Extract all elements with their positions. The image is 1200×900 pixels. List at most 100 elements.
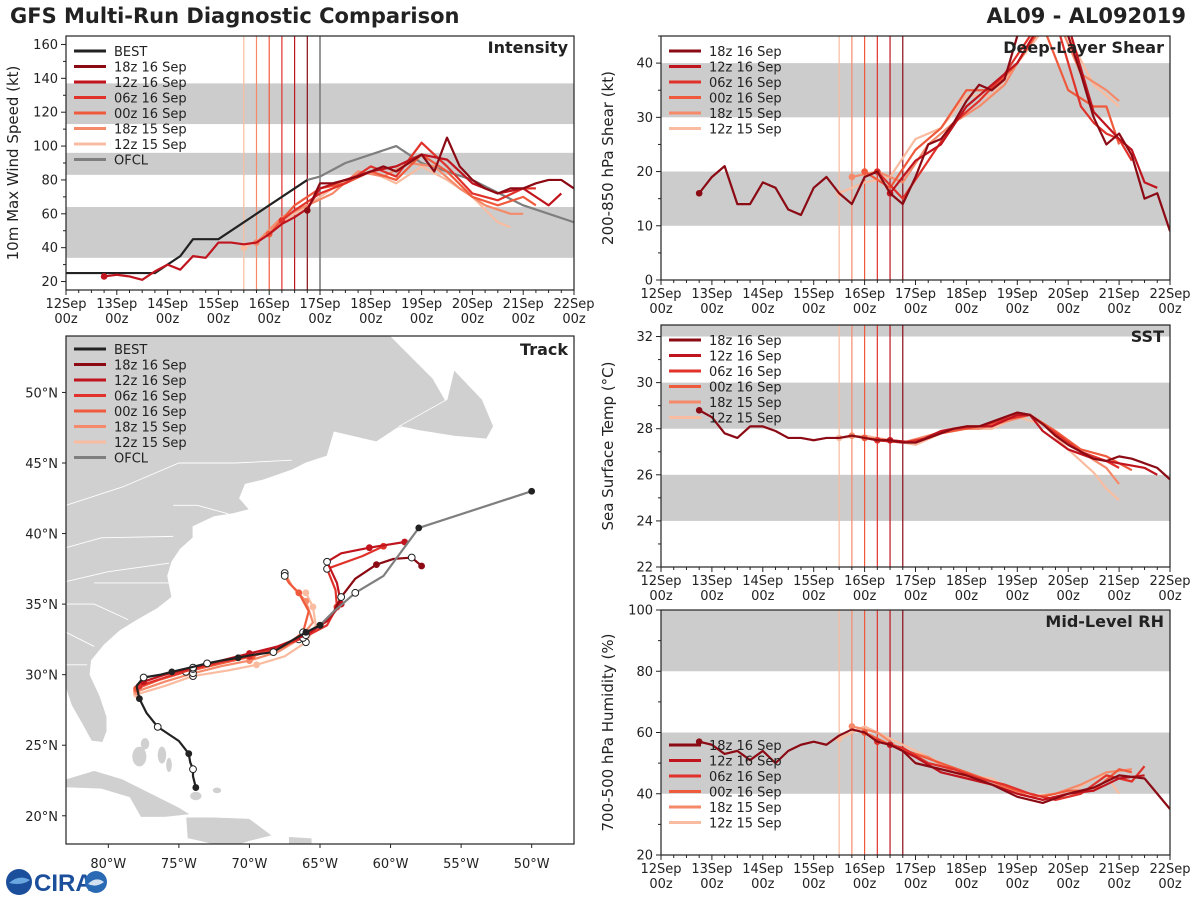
sst-legend-label: 18z 15 Sep — [709, 396, 782, 411]
rh-ytick-label: 60 — [636, 726, 653, 741]
sst-xtick-label: 00z — [700, 589, 724, 604]
cuba-land — [66, 770, 192, 818]
rh-xtick-label: 19Sep — [997, 862, 1038, 877]
rh-xtick-label: 12Sep — [640, 862, 681, 877]
shear-legend-label: 18z 15 Sep — [709, 107, 782, 122]
rh-xtick-label: 14Sep — [742, 862, 783, 877]
state-border — [66, 459, 292, 506]
rh-xtick-label: 00z — [1107, 877, 1131, 892]
intensity-xtick-label: 00z — [308, 312, 332, 327]
intensity-init-marker — [240, 244, 248, 251]
intensity-xtick-label: 00z — [54, 312, 78, 327]
intensity-xtick-label: 00z — [156, 312, 180, 327]
sst-xtick-label: 19Sep — [997, 574, 1038, 589]
shear-xtick-label: 21Sep — [1099, 287, 1140, 302]
sst-ytick-label: 22 — [636, 561, 653, 576]
track-xtick-label: 50°W — [514, 857, 550, 872]
sst-xtick-label: 00z — [1057, 589, 1081, 604]
track-ofcl-line — [319, 490, 533, 627]
track-best-point — [316, 621, 324, 629]
state-border — [66, 562, 170, 582]
rh-xtick-label: 16Sep — [844, 862, 885, 877]
sst-xtick-label: 00z — [802, 589, 826, 604]
shear-xtick-label: 00z — [751, 302, 775, 317]
intensity-legend-label: 12z 16 Sep — [114, 76, 187, 91]
track-12z-15-Sep-point — [309, 603, 317, 611]
rh-legend-label: 18z 15 Sep — [709, 801, 782, 816]
track-legend-label: 18z 15 Sep — [114, 421, 187, 436]
track-ytick-label: 45°N — [25, 457, 58, 472]
shear-series-line — [876, 36, 1133, 200]
sst-init-marker — [695, 406, 703, 414]
sst-xtick-label: 12Sep — [640, 574, 681, 589]
track-ytick-label: 20°N — [25, 810, 58, 825]
track-ofcl-point — [528, 487, 536, 495]
shear-xtick-label: 00z — [1107, 302, 1131, 317]
sst-xtick-label: 20Sep — [1048, 574, 1089, 589]
rh-ytick-label: 40 — [636, 787, 653, 802]
track-best-point — [153, 722, 162, 731]
rh-xtick-label: 13Sep — [691, 862, 732, 877]
intensity-title: Intensity — [488, 38, 569, 57]
track-12z-16-Sep-point — [365, 544, 373, 552]
track-best-point — [168, 668, 176, 676]
rh-xtick-label: 18Sep — [946, 862, 987, 877]
track-xtick-label: 75°W — [161, 857, 197, 872]
rh-xtick-label: 17Sep — [895, 862, 936, 877]
rh-legend-label: 00z 16 Sep — [709, 786, 782, 801]
sst-xtick-label: 16Sep — [844, 574, 885, 589]
sst-ytick-label: 26 — [636, 468, 653, 483]
bahamas-island — [157, 746, 167, 764]
track-best-point — [189, 765, 197, 774]
rh-plot-area — [661, 610, 1170, 855]
shear-series-line — [851, 36, 1120, 184]
rh-xtick-label: 00z — [649, 877, 673, 892]
shear-xtick-label: 00z — [700, 302, 724, 317]
newfoundland-land — [397, 369, 495, 440]
bahamas-island — [212, 787, 222, 794]
cira-swirl-icon — [9, 877, 30, 884]
hispaniola-land — [185, 816, 273, 844]
track-18z-16-Sep-point — [373, 561, 380, 568]
intensity-init-marker — [304, 207, 311, 214]
intensity-xtick-label: 00z — [512, 312, 536, 327]
track-legend-label: OFCL — [114, 452, 149, 467]
track-18z-16-Sep-point — [407, 553, 416, 562]
shear-xtick-label: 14Sep — [742, 287, 783, 302]
sst-ytick-label: 28 — [636, 422, 653, 437]
shear-ylabel: 200-850 hPa Shear (kt) — [599, 71, 617, 245]
rh-xtick-label: 00z — [1057, 877, 1081, 892]
shear-series-line — [889, 36, 1158, 194]
intensity-legend-label: OFCL — [114, 154, 149, 169]
track-best-point — [203, 659, 212, 668]
shear-xtick-label: 22Sep — [1149, 287, 1190, 302]
sst-legend-label: 06z 16 Sep — [709, 365, 782, 380]
bahamas-island — [190, 791, 202, 801]
rh-title: Mid-Level RH — [1045, 612, 1164, 631]
cira-logo-text: CIRA — [34, 870, 93, 897]
intensity-ytick-label: 160 — [33, 38, 58, 53]
rh-threshold-band — [661, 610, 1170, 672]
rh-xtick-label: 00z — [1158, 877, 1182, 892]
track-12z-15-Sep-point — [302, 589, 310, 597]
shear-xtick-label: 00z — [1006, 302, 1030, 317]
track-12z-15-Sep-line — [136, 592, 317, 696]
shear-xtick-label: 17Sep — [895, 287, 936, 302]
shear-xtick-label: 00z — [1057, 302, 1081, 317]
track-legend-label: BEST — [114, 343, 147, 358]
intensity-ytick-label: 20 — [41, 275, 58, 290]
track-12z-15-Sep-point — [253, 661, 260, 669]
state-border — [66, 631, 95, 647]
shear-title: Deep-Layer Shear — [1003, 38, 1164, 57]
intensity-xtick-label: 00z — [258, 312, 282, 327]
track-xtick-label: 70°W — [231, 857, 267, 872]
shear-legend-label: 00z 16 Sep — [709, 92, 782, 107]
intensity-xtick-label: 00z — [562, 312, 586, 327]
rh-ylabel: 700-500 hPa Humidity (%) — [599, 633, 617, 831]
intensity-ofcl-line — [307, 144, 574, 224]
sst-xtick-label: 13Sep — [691, 574, 732, 589]
shear-xtick-label: 00z — [955, 302, 979, 317]
